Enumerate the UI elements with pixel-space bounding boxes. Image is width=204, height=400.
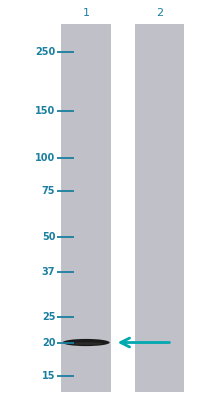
Text: 100: 100 [35,153,55,163]
Bar [135,24,184,392]
Text: 2: 2 [156,8,163,18]
Text: 150: 150 [35,106,55,116]
Text: 25: 25 [42,312,55,322]
Ellipse shape [62,339,109,346]
Text: 20: 20 [42,338,55,348]
Text: 250: 250 [35,47,55,57]
Ellipse shape [69,342,102,345]
Text: 75: 75 [42,186,55,196]
Text: 50: 50 [42,232,55,242]
Text: 37: 37 [42,267,55,277]
Text: 15: 15 [42,370,55,380]
Bar [61,24,110,392]
Text: 1: 1 [82,8,89,18]
